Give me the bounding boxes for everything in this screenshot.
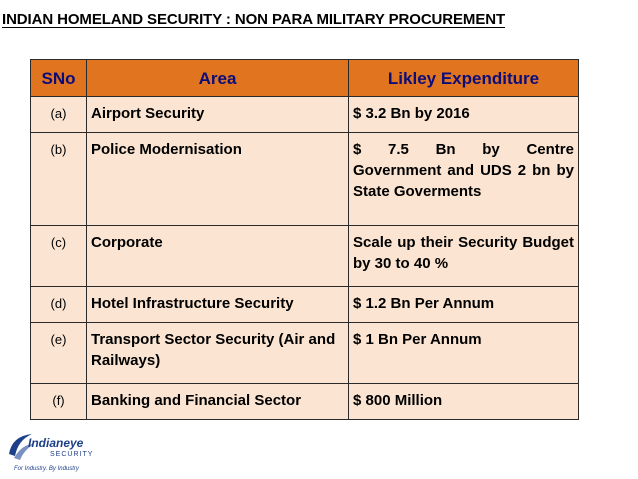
row-expenditure: $ 3.2 Bn by 2016 [348, 96, 579, 133]
row-sno: (f) [30, 383, 87, 420]
table-row: (c) Corporate Scale up their Security Bu… [30, 225, 579, 287]
column-header-expenditure: Likley Expenditure [348, 59, 579, 97]
row-sno: (b) [30, 132, 87, 226]
row-area: Banking and Financial Sector [86, 383, 349, 420]
logo-tagline: For Industry. By Industry [14, 466, 79, 472]
table-row: (e) Transport Sector Security (Air and R… [30, 322, 579, 384]
row-expenditure: $ 7.5 Bn by Centre Government and UDS 2 … [348, 132, 579, 226]
column-header-sno: SNo [30, 59, 87, 97]
row-area: Corporate [86, 225, 349, 287]
page-title: INDIAN HOMELAND SECURITY : NON PARA MILI… [2, 11, 506, 28]
row-area: Transport Sector Security (Air and Railw… [86, 322, 349, 384]
table-row: (f) Banking and Financial Sector $ 800 M… [30, 383, 579, 420]
table-row: (d) Hotel Infrastructure Security $ 1.2 … [30, 286, 579, 323]
row-area: Police Modernisation [86, 132, 349, 226]
row-sno: (e) [30, 322, 87, 384]
row-expenditure: Scale up their Security Budget by 30 to … [348, 225, 579, 287]
table-row: (a) Airport Security $ 3.2 Bn by 2016 [30, 96, 579, 133]
table-header-row: SNo Area Likley Expenditure [30, 59, 579, 97]
row-expenditure: $ 1.2 Bn Per Annum [348, 286, 579, 323]
eye-swoosh-icon [9, 434, 34, 460]
column-header-area: Area [86, 59, 349, 97]
row-area: Airport Security [86, 96, 349, 133]
logo-wordmark: Indianeye [28, 436, 84, 450]
table-row: (b) Police Modernisation $ 7.5 Bn by Cen… [30, 132, 579, 226]
row-sno: (c) [30, 225, 87, 287]
row-area: Hotel Infrastructure Security [86, 286, 349, 323]
row-sno: (d) [30, 286, 87, 323]
indianeye-logo: Indianeye SECURITY For Industry. By Indu… [6, 430, 101, 476]
logo-subtitle: SECURITY [50, 451, 94, 458]
procurement-table: SNo Area Likley Expenditure (a) Airport … [30, 59, 579, 420]
row-sno: (a) [30, 96, 87, 133]
row-expenditure: $ 1 Bn Per Annum [348, 322, 579, 384]
row-expenditure: $ 800 Million [348, 383, 579, 420]
